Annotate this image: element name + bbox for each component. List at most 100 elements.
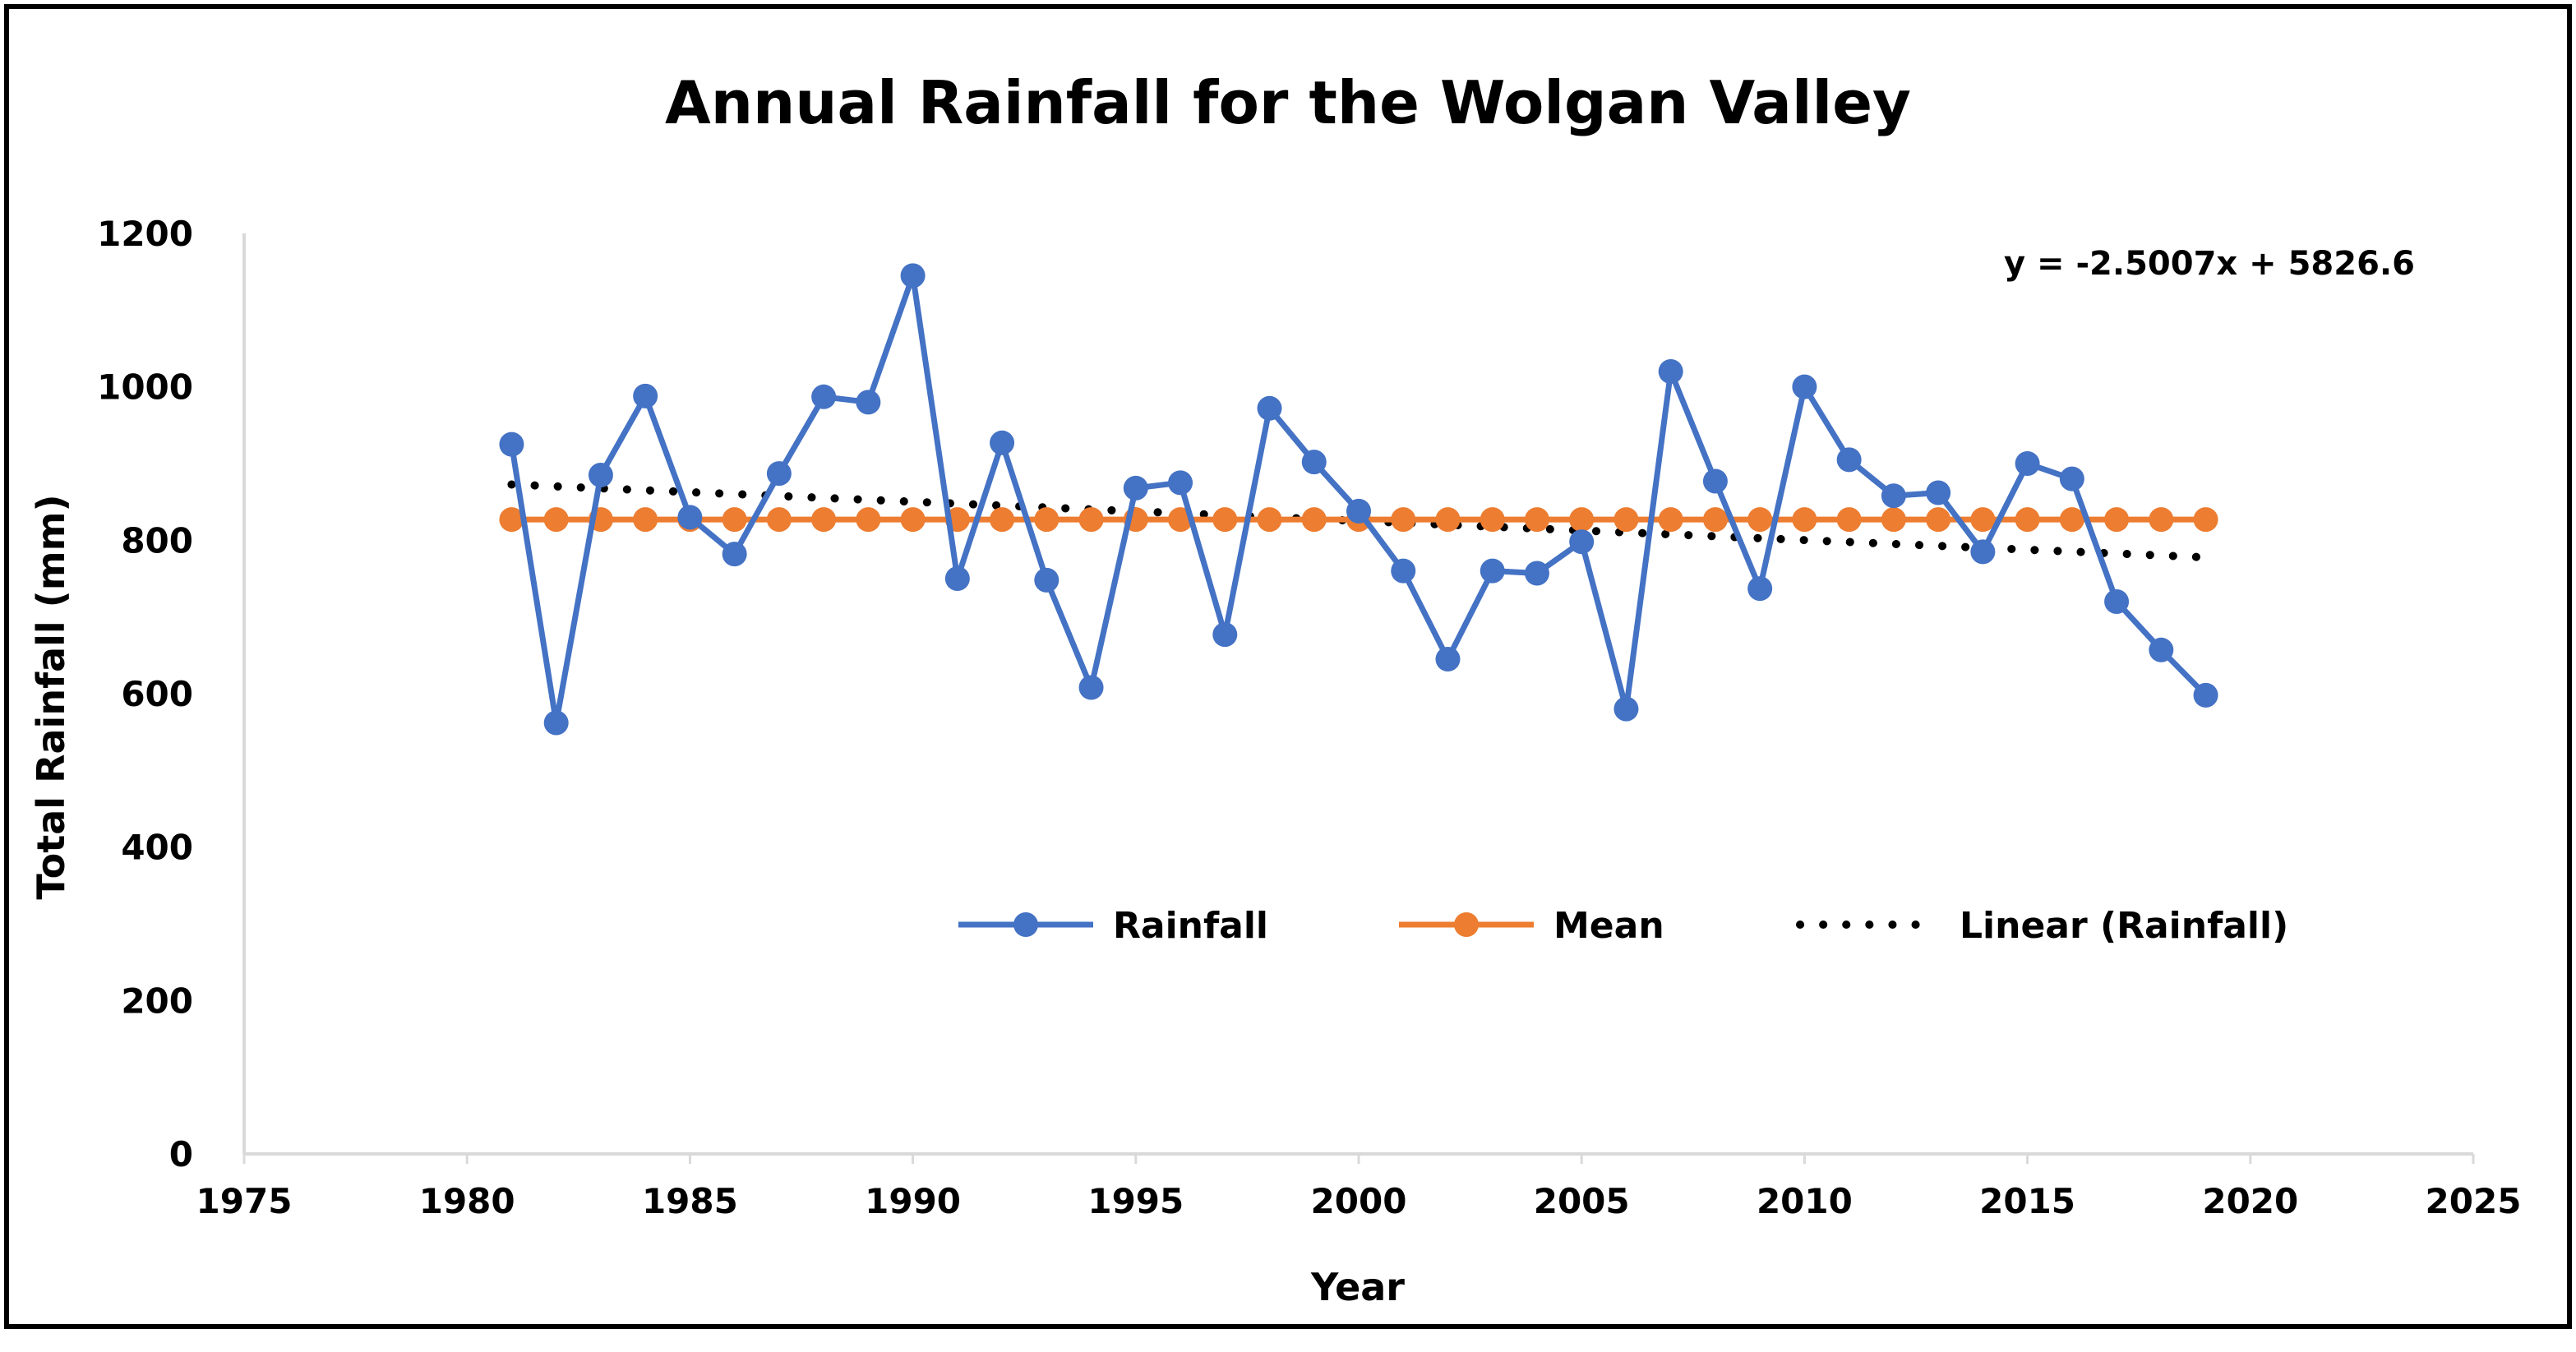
rainfall-point	[1078, 675, 1104, 700]
rainfall-point	[811, 384, 837, 409]
rainfall-point	[1301, 450, 1327, 475]
mean-point	[1881, 507, 1906, 533]
y-tick-label: 400	[121, 828, 193, 868]
y-tick-label: 1200	[97, 214, 193, 254]
rainfall-point	[1480, 558, 1505, 584]
rainfall-point	[1034, 567, 1059, 593]
mean-point	[1658, 507, 1683, 533]
mean-point	[811, 507, 837, 533]
mean-point	[900, 507, 926, 533]
rainfall-point	[543, 710, 569, 736]
rainfall-point	[944, 566, 970, 591]
rainfall-point	[990, 430, 1015, 455]
mean-point	[1792, 507, 1817, 533]
mean-point	[1613, 507, 1639, 533]
rainfall-point	[722, 542, 747, 567]
x-tick-label: 1975	[196, 1181, 293, 1221]
x-tick-label: 1990	[865, 1181, 961, 1221]
mean-point	[2104, 507, 2130, 533]
x-tick-label: 2020	[2202, 1181, 2298, 1221]
x-tick-label: 1980	[419, 1181, 515, 1221]
y-tick-label: 800	[121, 520, 193, 561]
x-tick-label: 1995	[1087, 1181, 1184, 1221]
legend-label-mean: Mean	[1553, 905, 1664, 947]
mean-point	[2149, 507, 2174, 533]
mean-point	[1524, 507, 1549, 533]
rainfall-point	[1524, 561, 1549, 586]
rainfall-point	[1926, 480, 1951, 505]
y-tick-label: 200	[121, 981, 193, 1021]
rainfall-point	[1836, 447, 1862, 473]
rainfall-point	[2015, 451, 2040, 476]
rainfall-point	[856, 390, 881, 415]
mean-point	[766, 507, 792, 533]
rainfall-point	[1792, 374, 1817, 399]
rainfall-point	[900, 263, 926, 288]
rainfall-point	[2104, 589, 2130, 614]
rainfall-point	[633, 383, 658, 408]
rainfall-point	[1391, 558, 1416, 584]
x-tick-label: 2015	[1979, 1181, 2075, 1221]
x-tick-label: 1985	[642, 1181, 738, 1221]
rainfall-point	[1212, 622, 1238, 648]
rainfall-point	[1168, 470, 1193, 496]
mean-point	[1569, 507, 1595, 533]
rainfall-point	[2193, 682, 2218, 708]
mean-point	[2193, 507, 2218, 533]
rainfall-point	[2059, 466, 2084, 491]
mean-point	[1034, 507, 1059, 533]
y-tick-label: 0	[169, 1134, 193, 1174]
rainfall-point	[1970, 539, 1996, 565]
mean-point	[1747, 507, 1773, 533]
mean-point	[1435, 507, 1461, 533]
legend-label-rainfall: Rainfall	[1113, 905, 1268, 947]
x-tick-label: 2005	[1534, 1181, 1630, 1221]
mean-point	[543, 507, 569, 533]
rainfall-point	[1702, 468, 1728, 494]
mean-point	[2059, 507, 2084, 533]
rainfall-point	[1881, 483, 1906, 509]
mean-point	[1078, 507, 1104, 533]
rainfall-point	[1613, 696, 1639, 722]
mean-point	[990, 507, 1015, 533]
rainfall-point	[1435, 647, 1461, 671]
rainfall-point	[499, 431, 524, 457]
mean-point	[1970, 507, 1996, 533]
mean-point	[499, 507, 524, 533]
x-tick-label: 2000	[1311, 1181, 1407, 1221]
y-tick-label: 600	[121, 674, 193, 714]
mean-point	[1212, 507, 1238, 533]
mean-point	[1257, 507, 1282, 533]
legend-label-linear-rainfall: Linear (Rainfall)	[1960, 905, 2288, 947]
mean-point	[722, 507, 747, 533]
y-tick-label: 1000	[97, 367, 193, 408]
mean-point	[856, 507, 881, 533]
chart-frame	[4, 4, 2572, 1329]
rainfall-point	[588, 463, 613, 487]
trendline-equation: y = -2.5007x + 5826.6	[2004, 245, 2415, 283]
rainfall-point	[1658, 359, 1683, 384]
x-tick-label: 2025	[2426, 1181, 2522, 1221]
mean-point	[1836, 507, 1862, 533]
rainfall-point	[766, 461, 792, 487]
rainfall-point	[1346, 498, 1371, 524]
legend-marker-mean	[1454, 912, 1479, 937]
mean-point	[2015, 507, 2040, 533]
mean-point	[1480, 507, 1505, 533]
mean-point	[1301, 507, 1327, 533]
rainfall-point	[2149, 637, 2174, 662]
mean-point	[1391, 507, 1416, 533]
legend-marker-rainfall	[1013, 912, 1038, 937]
rainfall-point	[677, 505, 703, 530]
rainfall-point	[1569, 529, 1595, 555]
chart-title: Annual Rainfall for the Wolgan Valley	[665, 68, 1911, 137]
rainfall-point	[1747, 576, 1773, 602]
mean-point	[1926, 507, 1951, 533]
mean-point	[1702, 507, 1728, 533]
mean-point	[633, 507, 658, 533]
trendline-linear-rainfall	[507, 480, 2210, 562]
x-tick-label: 2010	[1757, 1181, 1853, 1221]
rainfall-point	[1123, 475, 1148, 501]
